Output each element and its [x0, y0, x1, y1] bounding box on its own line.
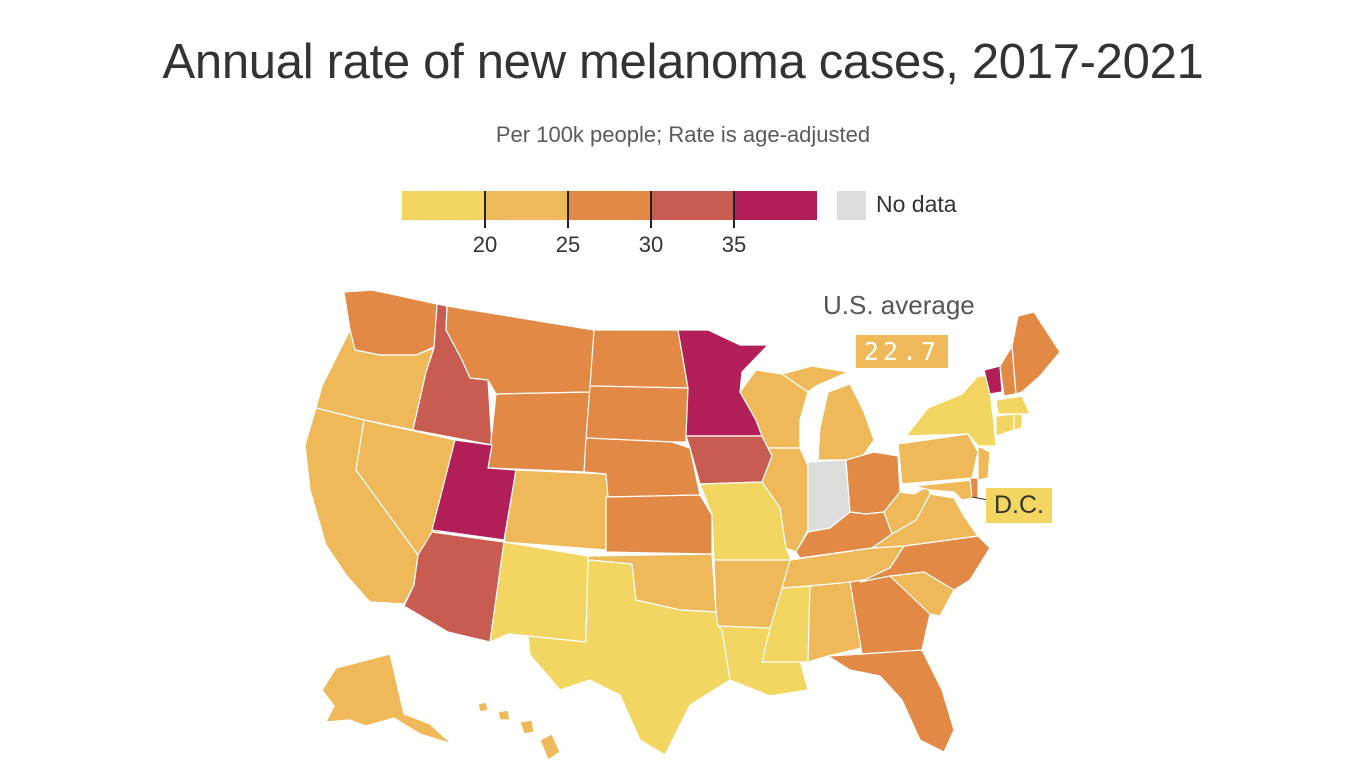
state-iowa [685, 435, 773, 485]
state-pennsylvania [897, 433, 979, 485]
legend-tick-35 [733, 191, 735, 228]
legend-tick-25 [567, 191, 569, 228]
no-data-label: No data [876, 191, 957, 217]
legend-tick-20 [484, 191, 486, 228]
dc-pointer [971, 496, 989, 501]
state-hawaii-big [539, 733, 561, 761]
no-data-swatch [837, 191, 866, 220]
state-wisconsin [739, 369, 809, 449]
state-michigan-lower [817, 383, 875, 461]
state-vermont [983, 365, 1003, 395]
legend-bin-3 [568, 191, 651, 220]
legend-label-35: 35 [721, 232, 747, 257]
legend-tick-30 [650, 191, 652, 228]
legend-bin-2 [485, 191, 568, 220]
state-washington [343, 289, 438, 356]
state-mississippi [761, 585, 811, 663]
state-kansas [605, 494, 713, 555]
us-average-label: U.S. average [823, 290, 975, 320]
state-new-jersey [977, 445, 991, 481]
state-new-mexico [489, 541, 589, 643]
dc-label: D.C. [986, 488, 1052, 523]
chart-subtitle: Per 100k people; Rate is age-adjusted [495, 122, 871, 147]
state-connecticut [995, 413, 1015, 437]
us-average-value: 22.7 [856, 335, 948, 368]
state-hawaii-oahu [497, 709, 511, 721]
state-delaware [969, 477, 979, 499]
legend-bin-1 [402, 191, 485, 220]
state-alaska [321, 653, 453, 745]
state-michigan [781, 365, 849, 393]
state-alabama [807, 581, 863, 663]
state-hawaii-maui [519, 719, 535, 735]
legend-label-25: 25 [555, 232, 581, 257]
legend-bin-4 [651, 191, 734, 220]
legend-label-20: 20 [472, 232, 498, 257]
state-rhode-island [1013, 413, 1023, 431]
state-north-carolina [859, 535, 991, 591]
state-south-dakota [585, 385, 689, 443]
legend-bin-5 [734, 191, 817, 220]
state-north-dakota [589, 329, 689, 389]
chart-title: Annual rate of new melanoma cases, 2017-… [162, 35, 1204, 89]
state-maine [1011, 311, 1061, 395]
state-colorado [503, 469, 609, 551]
state-hawaii-kauai [477, 701, 489, 713]
state-illinois [761, 447, 809, 553]
state-wyoming [487, 391, 593, 473]
state-new-york [905, 375, 997, 447]
state-florida [827, 649, 955, 753]
state-texas [527, 559, 731, 756]
legend-label-30: 30 [638, 232, 664, 257]
state-massachusetts [995, 395, 1031, 415]
